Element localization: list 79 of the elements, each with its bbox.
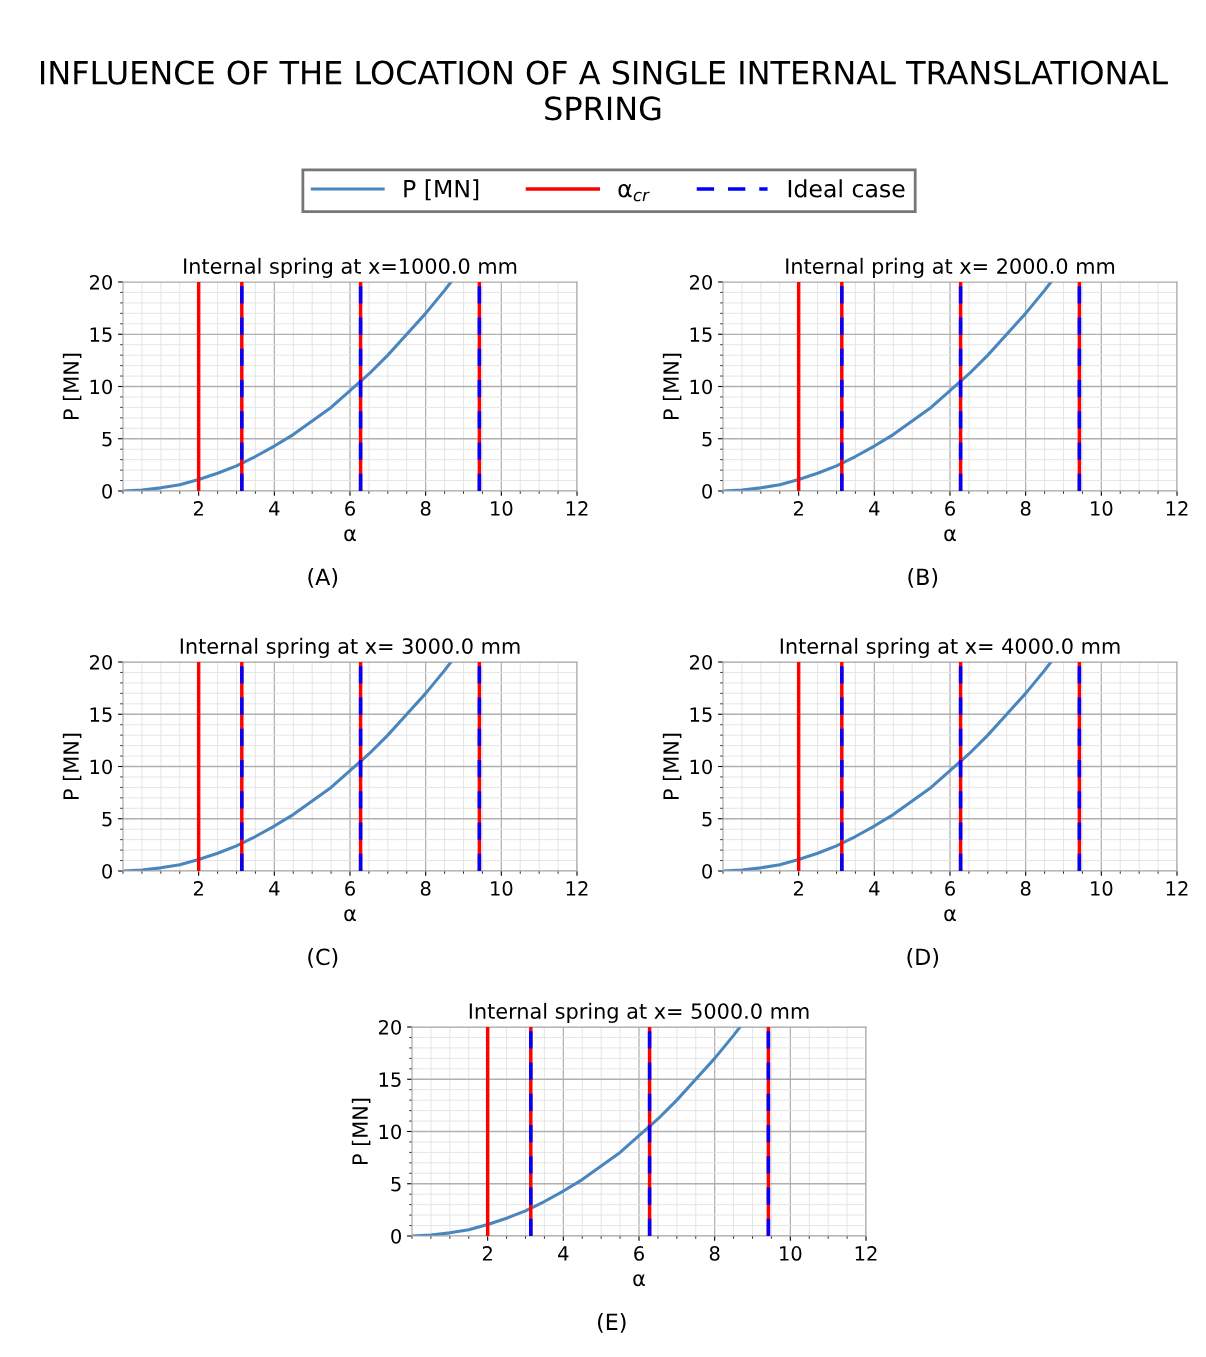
x-tick-label: 6 xyxy=(945,501,955,516)
y-tick-label: 10 xyxy=(90,379,112,395)
chart-title: Internal spring at x=1000.0 mm xyxy=(184,257,517,278)
y-tick-label: 10 xyxy=(379,1124,401,1140)
y-tick-label: 15 xyxy=(90,327,112,342)
legend-label: α$_{cr}$ xyxy=(618,183,650,202)
x-tick-label: 2 xyxy=(793,501,803,516)
y-tick-label: 15 xyxy=(90,707,112,722)
x-tick-label: 10 xyxy=(1091,501,1113,516)
text: (C) xyxy=(308,948,338,968)
y-tick-label: 5 xyxy=(102,431,112,447)
x-tick-label: 12 xyxy=(1166,501,1188,516)
x-tick-label: 12 xyxy=(855,1246,877,1261)
chart-title: Internal spring at x= 3000.0 mm xyxy=(180,637,520,658)
text: (E) xyxy=(597,1313,626,1333)
x-tick-label: 4 xyxy=(558,1246,569,1261)
y-tick-label: 0 xyxy=(102,863,112,879)
y-tick-label: 20 xyxy=(89,274,112,290)
x-axis-title: α xyxy=(344,529,356,542)
y-tick-label: 0 xyxy=(702,863,712,879)
text: INFLUENCE OF THE LOCATION OF A SINGLE INTERNAL TRANSLATIONAL SPRING xyxy=(41,60,1168,121)
legend-label: P [MN] xyxy=(404,179,479,201)
x-tick-label: 6 xyxy=(945,881,955,896)
x-tick-label: 6 xyxy=(345,501,355,516)
y-tick-label: 15 xyxy=(690,327,712,342)
y-tick-label: 20 xyxy=(689,274,712,290)
text: (A) xyxy=(308,568,338,588)
y-tick-label: 20 xyxy=(378,1019,401,1035)
x-axis-title: α xyxy=(944,529,956,542)
y-tick-label: 10 xyxy=(690,759,712,775)
x-tick-label: 2 xyxy=(193,881,203,896)
y-axis-title: P [MN] xyxy=(662,353,682,419)
x-tick-label: 6 xyxy=(634,1246,644,1261)
x-tick-label: 8 xyxy=(420,501,431,516)
x-tick-label: 8 xyxy=(420,881,431,896)
text: (D) xyxy=(907,948,939,968)
x-tick-label: 8 xyxy=(1020,501,1031,516)
x-tick-label: 8 xyxy=(1020,881,1031,896)
text: (B) xyxy=(908,568,938,588)
y-tick-label: 0 xyxy=(702,483,712,499)
y-tick-label: 5 xyxy=(702,431,712,447)
chart-title: Internal spring at x= 4000.0 mm xyxy=(780,637,1120,658)
y-axis-title: P [MN] xyxy=(351,1098,371,1164)
y-tick-label: 10 xyxy=(90,759,112,775)
x-tick-label: 8 xyxy=(709,1246,720,1261)
x-tick-label: 2 xyxy=(793,881,803,896)
x-tick-label: 2 xyxy=(193,501,203,516)
x-tick-label: 12 xyxy=(1166,881,1188,896)
x-tick-label: 10 xyxy=(491,501,513,516)
x-tick-label: 2 xyxy=(482,1246,492,1261)
y-tick-label: 15 xyxy=(690,707,712,722)
x-axis-title: α xyxy=(344,909,356,922)
y-tick-label: 5 xyxy=(391,1176,401,1192)
chart-title: Internal pring at x= 2000.0 mm xyxy=(786,257,1115,278)
y-axis-title: P [MN] xyxy=(662,733,682,799)
x-tick-label: 12 xyxy=(566,501,588,516)
x-tick-label: 6 xyxy=(345,881,355,896)
x-tick-label: 4 xyxy=(869,501,880,516)
y-tick-label: 0 xyxy=(391,1228,401,1244)
legend-label: Ideal case xyxy=(788,179,905,198)
y-tick-label: 20 xyxy=(89,654,112,670)
y-tick-label: 5 xyxy=(102,811,112,827)
x-tick-label: 4 xyxy=(269,881,280,896)
chart-title: Internal spring at x= 5000.0 mm xyxy=(469,1002,809,1023)
y-tick-label: 0 xyxy=(102,483,112,499)
y-tick-label: 15 xyxy=(379,1072,401,1087)
x-tick-label: 10 xyxy=(780,1246,802,1261)
y-axis-title: P [MN] xyxy=(62,733,82,799)
x-tick-label: 10 xyxy=(1091,881,1113,896)
y-tick-label: 20 xyxy=(689,654,712,670)
x-tick-label: 4 xyxy=(269,501,280,516)
x-axis-title: α xyxy=(633,1274,645,1287)
y-tick-label: 10 xyxy=(690,379,712,395)
y-axis-title: P [MN] xyxy=(62,353,82,419)
x-axis-title: α xyxy=(944,909,956,922)
x-tick-label: 10 xyxy=(491,881,513,896)
y-tick-label: 5 xyxy=(702,811,712,827)
x-tick-label: 4 xyxy=(869,881,880,896)
x-tick-label: 12 xyxy=(566,881,588,896)
